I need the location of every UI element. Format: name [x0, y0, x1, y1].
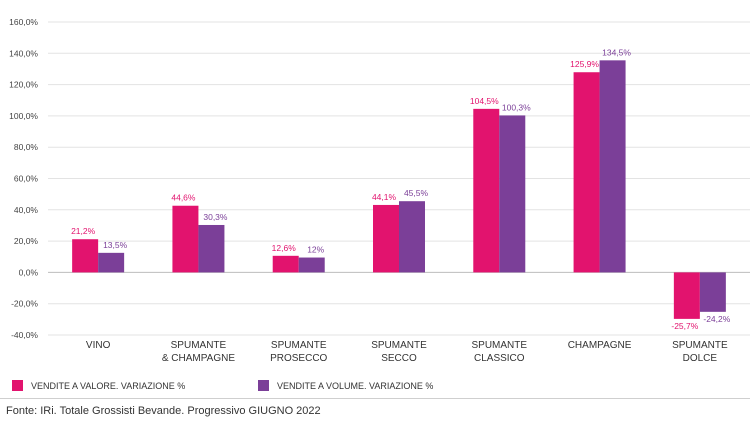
- legend-swatch-volume: [258, 380, 269, 391]
- bar-valore: [373, 204, 399, 273]
- y-tick-label: 80,0%: [14, 142, 39, 152]
- bar-valore: [473, 108, 500, 273]
- bar-volume: [98, 252, 125, 273]
- data-label-valore: 44,6%: [171, 193, 196, 203]
- category-label: DOLCE: [683, 353, 718, 364]
- y-tick-label: 60,0%: [14, 174, 39, 184]
- data-label-volume: 12%: [307, 245, 324, 255]
- source-note: Fonte: IRi. Totale Grossisti Bevande. Pr…: [6, 405, 321, 417]
- data-label-valore: 104,5%: [470, 96, 499, 106]
- bar-chart: -40,0% -20,0% 0,0% 20,0% 40,0% 60,0% 80,0% 100,…: [9, 17, 750, 364]
- data-label-valore: 44,1%: [372, 192, 397, 202]
- bar-volume: [298, 257, 325, 273]
- bar-valore: [72, 239, 99, 273]
- legend-label-volume: VENDITE A VOLUME. VARIAZIONE %: [277, 380, 434, 391]
- data-label-valore: 12,6%: [272, 243, 297, 253]
- bar-volume: [699, 272, 726, 312]
- data-label-valore: -25,7%: [671, 321, 698, 331]
- y-tick-label: 20,0%: [14, 236, 39, 246]
- y-tick-label: -20,0%: [11, 299, 38, 309]
- category-label: SPUMANTE: [271, 340, 327, 351]
- y-tick-label: 160,0%: [9, 17, 38, 27]
- data-label-volume: 134,5%: [602, 47, 631, 57]
- y-tick-label: 40,0%: [14, 205, 39, 215]
- data-label-volume: -24,2%: [703, 314, 730, 324]
- data-label-volume: 45,5%: [404, 188, 429, 198]
- legend-item-volume: VENDITE A VOLUME. VARIAZIONE %: [258, 380, 433, 391]
- data-label-volume: 100,3%: [502, 102, 531, 112]
- data-label-valore: 21,2%: [71, 226, 96, 236]
- legend-item-valore: VENDITE A VALORE. VARIAZIONE %: [12, 380, 185, 391]
- y-tick-label: 0,0%: [19, 267, 39, 277]
- y-tick-label: 120,0%: [9, 80, 38, 90]
- footer-divider: [0, 398, 750, 399]
- category-label: SPUMANTE: [171, 340, 227, 351]
- category-label: & CHAMPAGNE: [162, 353, 235, 364]
- bar-volume: [198, 224, 225, 273]
- y-tick-label: 100,0%: [9, 111, 38, 121]
- category-label: SPUMANTE: [371, 340, 427, 351]
- legend: VENDITE A VALORE. VARIAZIONE % VENDITE A…: [0, 380, 750, 396]
- category-label: CHAMPAGNE: [568, 340, 632, 351]
- legend-swatch-valore: [12, 380, 23, 391]
- bar-valore: [573, 72, 600, 273]
- y-tick-label: -40,0%: [11, 330, 38, 340]
- category-label: VINO: [86, 340, 111, 351]
- category-label: PROSECCO: [270, 353, 327, 364]
- category-label: SECCO: [381, 353, 417, 364]
- data-label-volume: 13,5%: [103, 240, 128, 250]
- legend-label-valore: VENDITE A VALORE. VARIAZIONE %: [31, 380, 186, 391]
- bar-volume: [399, 201, 425, 273]
- category-label: SPUMANTE: [472, 340, 528, 351]
- category-label: CLASSICO: [474, 353, 525, 364]
- bar-valore: [673, 272, 700, 319]
- category-label: SPUMANTE: [672, 340, 728, 351]
- data-label-valore: 125,9%: [570, 59, 599, 69]
- y-tick-label: 140,0%: [9, 48, 38, 58]
- bar-volume: [499, 115, 526, 273]
- bar-valore: [272, 255, 299, 273]
- bar-valore: [172, 205, 199, 273]
- data-label-volume: 30,3%: [203, 212, 228, 222]
- bar-volume: [599, 60, 626, 273]
